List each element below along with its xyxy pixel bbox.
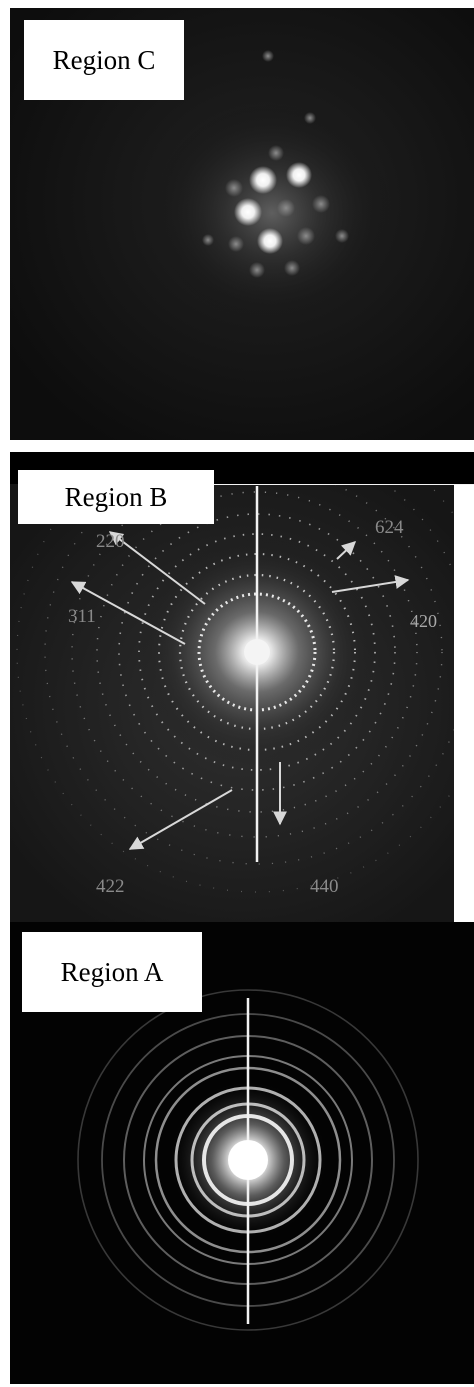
region-b-ring — [138, 533, 376, 771]
hkl-label-440: 440 — [310, 876, 339, 897]
hkl-label-420: 420 — [410, 611, 437, 631]
region-c-weak-spot — [297, 227, 315, 245]
arrow-422 — [128, 789, 233, 850]
region-c-halo — [152, 103, 392, 323]
region-c-spot — [257, 228, 283, 254]
arrow-311 — [70, 581, 186, 645]
region-b-ring — [96, 491, 418, 813]
region-a-central-beam — [228, 1140, 268, 1180]
region-c-weak-spot — [284, 260, 300, 276]
arrow-624 — [336, 541, 357, 560]
region-c-spot — [234, 198, 262, 226]
region-c-weak-spot — [277, 199, 295, 217]
region-c-spot — [286, 162, 312, 188]
region-b-diffraction-pattern — [10, 452, 474, 922]
region-c-weak-spot — [335, 229, 349, 243]
region-c-diffraction-pattern — [10, 8, 474, 440]
hkl-label-311: 311 — [68, 606, 96, 627]
region-c-panel: Region C — [10, 8, 474, 440]
hkl-label-220: 220 — [96, 531, 125, 552]
arrow-220 — [108, 531, 206, 605]
region-b-ring — [71, 466, 443, 838]
region-c-spot — [249, 166, 277, 194]
region-c-label: Region C — [24, 20, 184, 100]
region-c-weak-spot — [268, 145, 284, 161]
region-b-right-margin — [454, 485, 474, 922]
hkl-label-624: 624 — [375, 517, 404, 538]
arrow-420 — [331, 575, 410, 593]
region-c-weak-spot — [262, 50, 274, 62]
region-b-label: Region B — [18, 470, 214, 524]
region-c-weak-spot — [249, 262, 265, 278]
region-a-panel: Region A — [10, 922, 474, 1384]
bottom-edge — [0, 1384, 474, 1387]
region-a-ring — [77, 989, 419, 1331]
region-b-frame-line — [214, 484, 474, 485]
region-c-weak-spot — [312, 195, 330, 213]
region-a-label: Region A — [22, 932, 202, 1012]
region-b-ring — [118, 513, 396, 791]
hkl-label-422: 422 — [96, 876, 125, 897]
region-b-panel: Region B 220 624 311 420 422 440 — [10, 452, 474, 922]
region-c-weak-spot — [202, 234, 214, 246]
region-b-central-beam — [244, 639, 270, 665]
region-c-weak-spot — [228, 236, 244, 252]
region-c-weak-spot — [304, 112, 316, 124]
region-c-weak-spot — [225, 179, 243, 197]
